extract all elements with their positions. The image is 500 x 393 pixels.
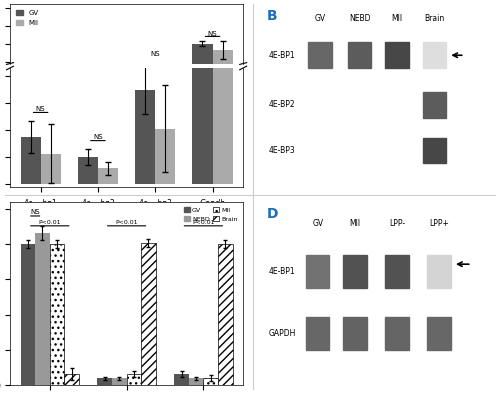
Bar [218,244,232,385]
Bar [98,168,118,184]
Bar [306,255,330,288]
Bar [212,0,233,184]
Bar [344,317,367,350]
Bar [64,374,79,385]
Text: P<0.01: P<0.01 [38,220,61,225]
Bar [386,317,408,350]
Bar [348,138,372,163]
Bar [386,138,408,163]
Bar [50,244,64,385]
Text: GV: GV [312,219,324,228]
Legend: GV, NEBD, MII, Brain: GV, NEBD, MII, Brain [182,205,240,224]
Text: P<0.01: P<0.01 [192,220,214,225]
Text: LPP-: LPP- [389,219,405,228]
Text: NS: NS [150,51,160,57]
Bar [40,128,60,133]
Bar [155,124,176,133]
Bar [386,42,408,68]
Bar [192,0,212,184]
Bar [78,129,98,133]
Text: LPP+: LPP+ [429,219,449,228]
Bar [422,42,446,68]
Text: GV: GV [314,14,326,23]
Bar [20,137,40,184]
Text: MII: MII [392,14,402,23]
Bar [386,92,408,118]
Bar [348,42,372,68]
Bar [174,374,189,385]
Text: NS: NS [36,106,46,112]
Legend: GV, MII: GV, MII [14,7,42,29]
Bar [306,317,330,350]
Text: 4E-BP1: 4E-BP1 [269,51,295,60]
Text: P<0.01: P<0.01 [116,220,138,225]
Bar [386,255,408,288]
Text: GAPDH: GAPDH [269,329,296,338]
Bar [20,244,35,385]
Text: NS: NS [208,31,218,37]
Bar [308,138,332,163]
Bar [204,378,218,385]
Bar [344,255,367,288]
Bar [135,90,155,184]
Bar [192,44,212,133]
Bar [422,138,446,163]
Bar [20,125,40,133]
Bar [78,157,98,184]
Bar [98,378,112,385]
Bar [428,317,450,350]
Bar [189,378,204,385]
Bar [141,243,156,385]
Bar [35,233,50,385]
Text: B: B [266,9,277,24]
Bar [422,92,446,118]
Bar [135,118,155,133]
Bar [155,129,176,184]
Text: 4E-BP2: 4E-BP2 [269,100,295,109]
Text: 4E-BP3: 4E-BP3 [269,146,295,155]
Text: NS: NS [93,134,103,140]
Bar [112,378,126,385]
Text: D: D [266,208,278,221]
Bar [126,374,141,385]
Bar [308,92,332,118]
Bar [40,154,60,184]
Text: Brain: Brain [424,14,444,23]
Text: NEBD: NEBD [349,14,370,23]
Bar [428,255,450,288]
Text: 4E-BP1: 4E-BP1 [269,267,295,276]
Text: MII: MII [350,219,360,228]
Bar [212,50,233,133]
Text: NS: NS [30,209,40,215]
Bar [98,130,118,133]
Bar [348,92,372,118]
Bar [308,42,332,68]
